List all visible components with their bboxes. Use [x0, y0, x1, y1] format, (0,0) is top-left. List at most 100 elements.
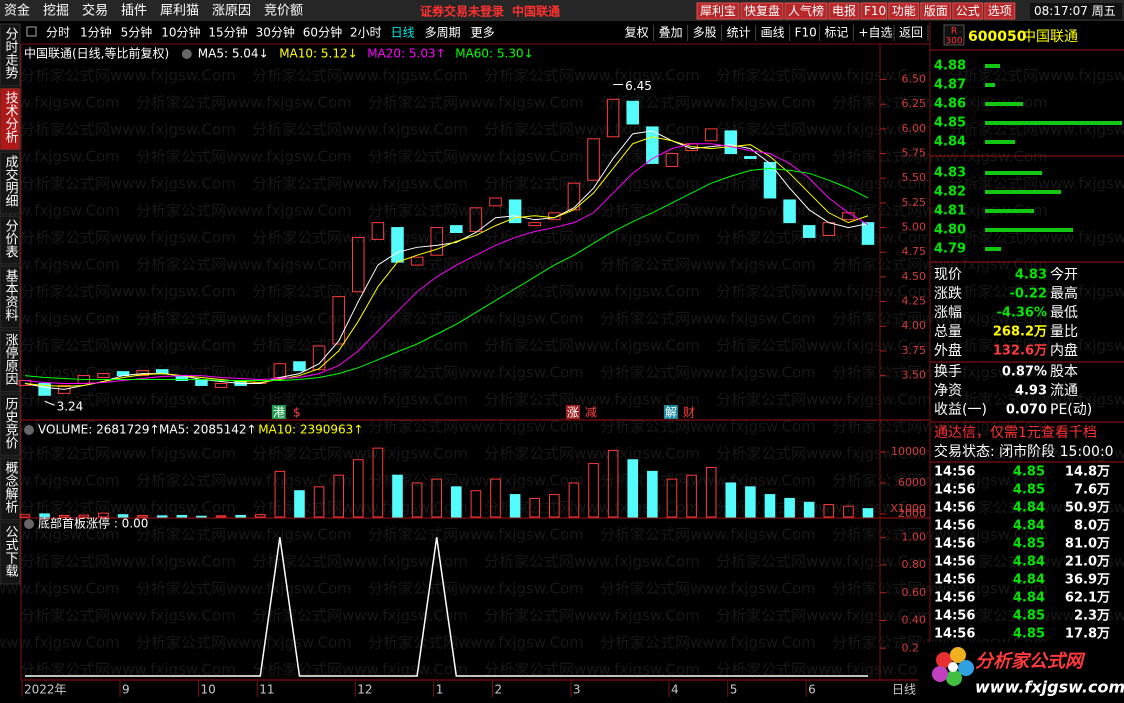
top-button[interactable]: [888, 2, 920, 20]
side-tab-label[interactable]: 公式下载: [3, 525, 19, 578]
side-tab[interactable]: [0, 393, 21, 457]
watermark: 分析家公式网www.fxjgsw.Com: [136, 634, 352, 652]
side-tab[interactable]: [0, 87, 21, 151]
side-tab-label[interactable]: 历史竞价: [3, 397, 19, 449]
top-button-label[interactable]: 犀利宝: [700, 4, 736, 18]
pane-icon[interactable]: [24, 425, 34, 435]
side-tab-label[interactable]: 涨停原因: [3, 333, 19, 385]
side-tab[interactable]: [0, 151, 21, 215]
annotation: 3.24: [57, 400, 84, 414]
top-button[interactable]: [984, 2, 1016, 20]
tool-button[interactable]: 多股: [693, 26, 717, 40]
top-button-label[interactable]: 电报: [832, 3, 856, 18]
side-tab[interactable]: [0, 265, 21, 329]
period-tab[interactable]: 更多: [471, 26, 495, 40]
side-tab[interactable]: [0, 457, 21, 521]
trade-price: 4.85: [1013, 627, 1045, 642]
top-button-label[interactable]: 人气榜: [788, 3, 824, 18]
tool-button[interactable]: 标记: [824, 26, 848, 40]
period-tab[interactable]: 多周期: [425, 26, 461, 40]
side-tab[interactable]: [0, 215, 21, 265]
top-button[interactable]: [784, 2, 828, 20]
top-button[interactable]: [740, 2, 784, 20]
menu-item[interactable]: 资金: [4, 3, 30, 19]
tool-button[interactable]: F10: [795, 26, 817, 40]
period-tab[interactable]: 30分钟: [256, 25, 295, 40]
side-tab-label[interactable]: 成交明细: [3, 155, 19, 207]
event-label[interactable]: 解: [665, 406, 677, 420]
top-button-label[interactable]: 快复盘: [744, 3, 780, 18]
menu-item[interactable]: 犀利猫: [160, 4, 199, 19]
top-button-label[interactable]: 选项: [988, 4, 1012, 18]
side-tab-label[interactable]: 分价表: [3, 219, 19, 258]
top-button[interactable]: [828, 2, 860, 20]
period-tab[interactable]: 2小时: [350, 26, 382, 40]
tool-button[interactable]: +自选: [858, 26, 892, 40]
event-label[interactable]: 减: [585, 406, 597, 420]
period-tab[interactable]: 60分钟: [303, 25, 342, 40]
field-label: 涨幅: [934, 305, 962, 321]
watermark: 分析家公式网www.fxjgsw.Com: [252, 337, 468, 355]
x-tick-label: 4: [671, 683, 679, 697]
side-tab[interactable]: [0, 329, 21, 393]
event-marker[interactable]: [271, 405, 286, 419]
candle-body: [469, 207, 483, 233]
watermark: 分析家公式网www.fxjgsw.Com: [716, 337, 932, 355]
top-button-label[interactable]: 公式: [956, 4, 980, 18]
menu-item[interactable]: 涨原因: [212, 4, 251, 19]
tool-button[interactable]: 复权: [625, 26, 649, 40]
period-tab[interactable]: 分时: [46, 26, 70, 40]
depth-bar: [985, 171, 1042, 175]
top-button[interactable]: [860, 2, 888, 20]
event-marker[interactable]: [565, 405, 580, 419]
ad-text[interactable]: 通达信，仅需1元查看千档: [934, 425, 1097, 441]
annotation: 6.45: [625, 79, 652, 93]
top-button-label[interactable]: F10: [864, 4, 886, 18]
trade-volume: 17.8万: [1065, 627, 1110, 642]
watermark: 分析家公式网www.fxjgsw.Com: [716, 283, 932, 301]
event-label[interactable]: 港: [273, 406, 285, 420]
side-tab-label[interactable]: 分时走势: [3, 27, 19, 80]
side-tab-label[interactable]: 概念解析: [3, 461, 19, 513]
top-button-label[interactable]: 功能: [892, 4, 916, 18]
period-tab[interactable]: 日线: [391, 26, 415, 40]
side-tab[interactable]: [0, 521, 21, 585]
menu-item[interactable]: 挖掘: [43, 4, 69, 19]
period-tab[interactable]: 1分钟: [80, 25, 112, 40]
x-tick-label: 1: [436, 683, 444, 697]
toolbar-icon[interactable]: [26, 26, 37, 37]
trade-time: 14:56: [934, 519, 975, 534]
event-marker[interactable]: [289, 405, 304, 419]
side-tab[interactable]: [0, 23, 21, 87]
trade-time: 14:56: [934, 609, 975, 624]
event-label[interactable]: 涨: [567, 405, 579, 420]
period-tab[interactable]: 5分钟: [121, 25, 153, 40]
top-button[interactable]: [952, 2, 984, 20]
period-tab[interactable]: 15分钟: [208, 25, 247, 40]
top-button[interactable]: [920, 2, 952, 20]
period-tab[interactable]: 10分钟: [161, 25, 200, 40]
menu-item[interactable]: 插件: [121, 4, 147, 19]
tool-button[interactable]: 叠加: [659, 26, 683, 40]
side-tab-label[interactable]: 技术分析: [3, 91, 19, 143]
top-button-label[interactable]: 版面: [924, 4, 948, 18]
event-marker[interactable]: [583, 405, 598, 419]
top-button[interactable]: [696, 2, 740, 20]
tool-button[interactable]: 返回: [899, 26, 923, 40]
y-tick-label: 6.50: [902, 73, 927, 86]
event-marker[interactable]: [681, 405, 696, 419]
event-label[interactable]: 财: [683, 406, 695, 420]
menu-item[interactable]: 竞价额: [264, 3, 303, 19]
legend-icon[interactable]: [181, 49, 192, 59]
indicator-line: [25, 537, 868, 677]
watermark: 分析家公式网www.fxjgsw.Com: [484, 283, 700, 301]
volume-bar: [509, 494, 521, 518]
event-label[interactable]: $: [293, 406, 301, 420]
legend-label: MA20: 5.03↑: [367, 47, 445, 61]
event-marker[interactable]: [663, 405, 678, 419]
menu-item[interactable]: 交易: [82, 3, 108, 19]
tool-button[interactable]: 统计: [727, 26, 751, 40]
pane-icon[interactable]: [24, 519, 34, 529]
side-tab-label[interactable]: 基本资料: [3, 269, 19, 321]
tool-button[interactable]: 画线: [761, 26, 785, 40]
